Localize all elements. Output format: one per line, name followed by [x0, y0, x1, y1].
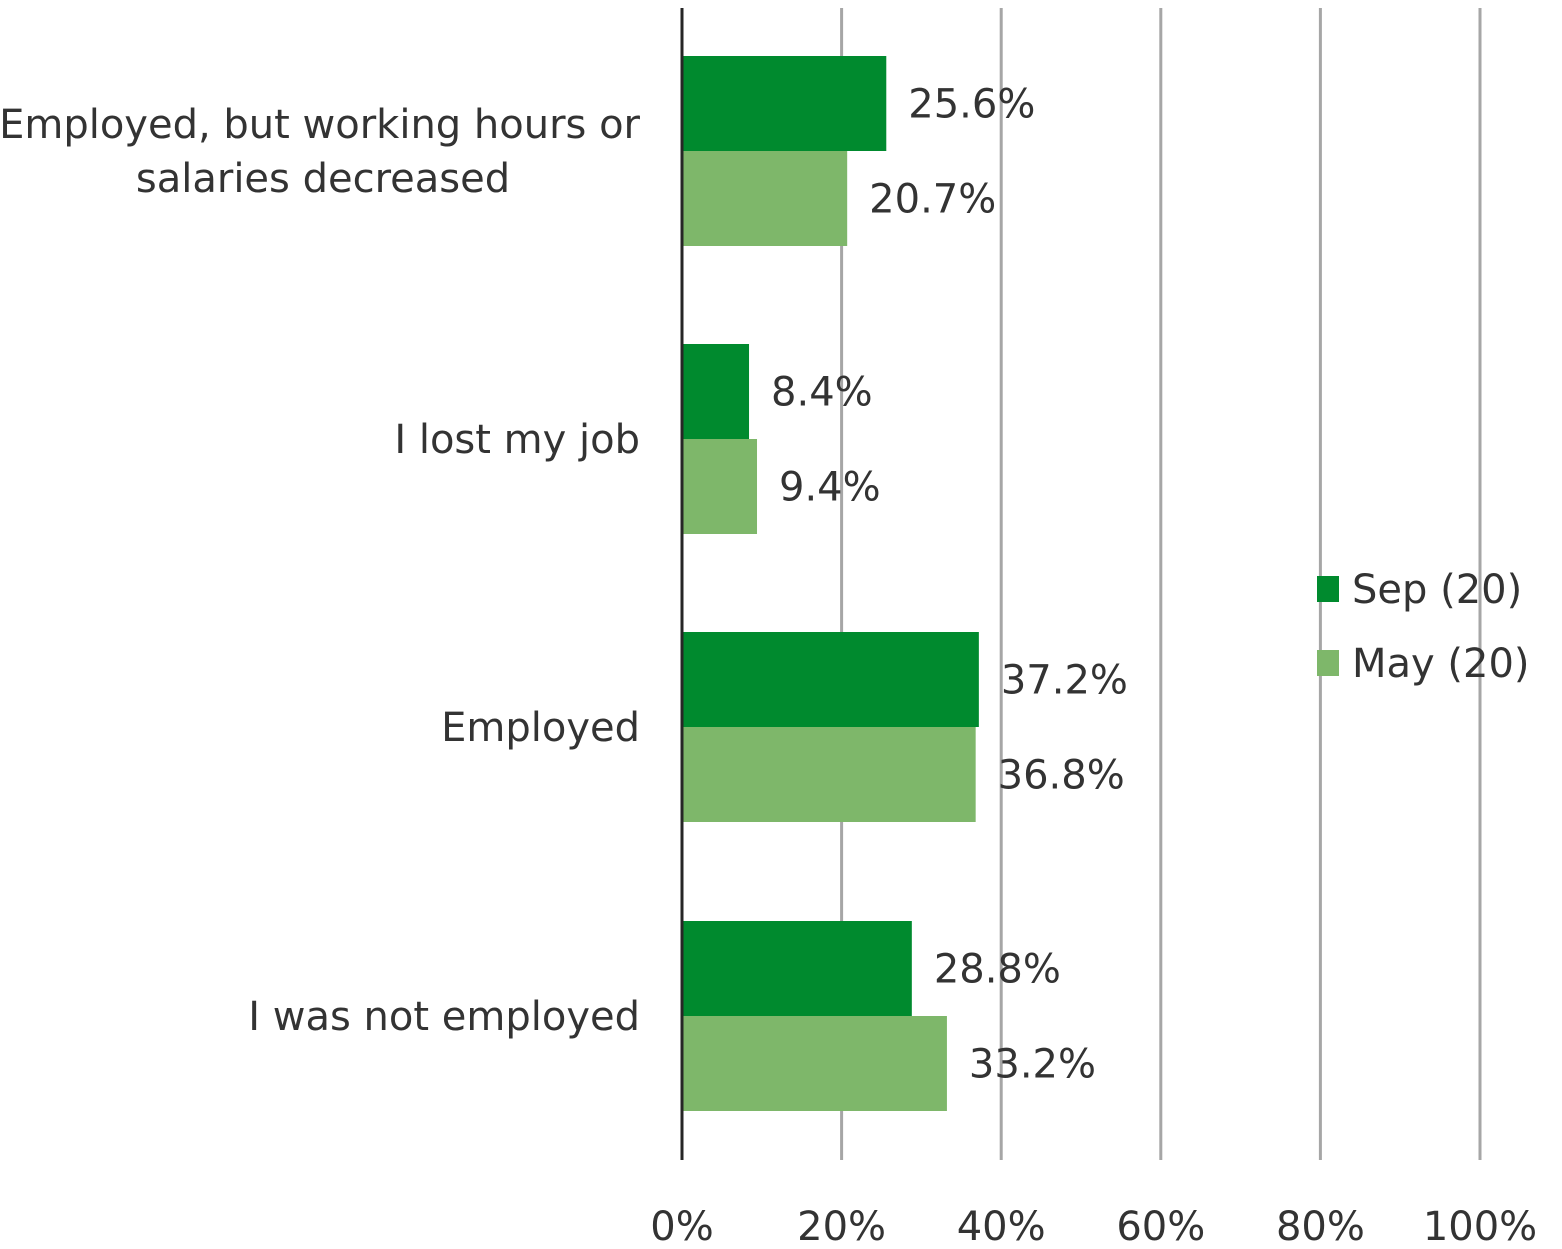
category-label: Employed — [441, 705, 640, 751]
category-labels: Employed, but working hours or salaries d… — [0, 102, 641, 1040]
x-tick-label: 80% — [1276, 1204, 1365, 1249]
x-tick-label: 20% — [797, 1204, 886, 1249]
legend: Sep (20) May (20) — [1317, 567, 1530, 687]
data-label: 20.7% — [869, 177, 996, 223]
category-label: salaries decreased — [136, 156, 510, 202]
data-label: 25.6% — [908, 82, 1035, 128]
value-labels: 25.6% 8.4% 37.2% 28.8% 20.7% 9.4% 36.8% 33.2% — [771, 82, 1128, 1088]
legend-label: May (20) — [1352, 641, 1530, 687]
category-label: I was not employed — [248, 994, 640, 1040]
legend-label: Sep (20) — [1352, 567, 1522, 613]
data-label: 37.2% — [1001, 658, 1128, 704]
data-label: 36.8% — [998, 753, 1125, 799]
bar — [682, 56, 887, 151]
data-label: 28.8% — [934, 947, 1061, 993]
bar — [682, 439, 758, 534]
x-tick-label: 60% — [1116, 1204, 1205, 1249]
category-label: Employed, but working hours or — [0, 102, 641, 148]
category-label: I lost my job — [394, 417, 640, 463]
x-tick-labels: 0% 20% 40% 60% 80% 100% — [650, 1204, 1537, 1249]
bar — [682, 921, 912, 1016]
bar — [682, 632, 979, 727]
data-label: 33.2% — [969, 1042, 1096, 1088]
bars — [682, 56, 979, 1111]
legend-swatch — [1317, 650, 1339, 676]
bar — [682, 344, 750, 439]
data-label: 9.4% — [779, 465, 881, 511]
bar — [682, 151, 848, 246]
bar — [682, 1016, 947, 1111]
x-tick-label: 100% — [1423, 1204, 1537, 1249]
legend-swatch — [1317, 576, 1339, 602]
x-tick-label: 40% — [957, 1204, 1046, 1249]
bar — [682, 727, 976, 822]
data-label: 8.4% — [771, 370, 873, 416]
x-tick-label: 0% — [650, 1204, 713, 1249]
